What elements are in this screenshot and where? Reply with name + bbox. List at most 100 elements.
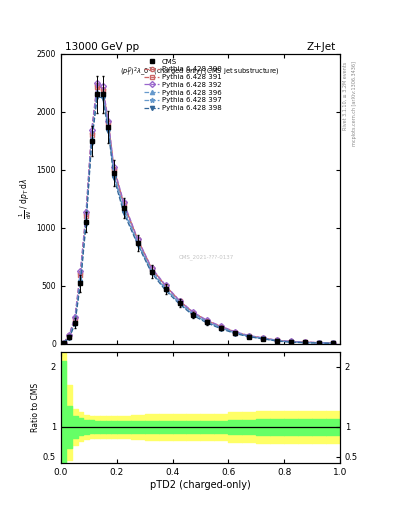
Line: Pythia 6.428 390: Pythia 6.428 390 <box>62 83 335 345</box>
Pythia 6.428 397 <box>101 93 105 99</box>
Pythia 6.428 392 <box>233 329 238 335</box>
Pythia 6.428 396 <box>261 335 266 342</box>
Pythia 6.428 396 <box>106 124 111 130</box>
Legend: CMS, Pythia 6.428 390, Pythia 6.428 391, Pythia 6.428 392, Pythia 6.428 396, Pyt: CMS, Pythia 6.428 390, Pythia 6.428 391,… <box>141 56 224 114</box>
Pythia 6.428 398 <box>247 334 252 340</box>
Text: Z+Jet: Z+Jet <box>307 42 336 52</box>
Pythia 6.428 397 <box>78 278 83 284</box>
Pythia 6.428 398 <box>61 340 66 347</box>
Pythia 6.428 391 <box>67 333 72 339</box>
Pythia 6.428 397 <box>317 340 321 346</box>
Pythia 6.428 398 <box>84 221 88 227</box>
Pythia 6.428 392 <box>317 339 321 346</box>
Pythia 6.428 391 <box>135 237 140 243</box>
Pythia 6.428 391 <box>205 318 210 324</box>
Pythia 6.428 390 <box>84 211 88 217</box>
Pythia 6.428 398 <box>106 129 111 135</box>
Pythia 6.428 392 <box>331 340 335 346</box>
Text: Rivet 3.1.10, ≥ 3.2M events: Rivet 3.1.10, ≥ 3.2M events <box>343 61 348 130</box>
Pythia 6.428 392 <box>101 83 105 89</box>
Pythia 6.428 396 <box>177 299 182 305</box>
Pythia 6.428 398 <box>121 209 126 216</box>
Pythia 6.428 397 <box>135 240 140 246</box>
Pythia 6.428 392 <box>205 317 210 324</box>
Pythia 6.428 398 <box>177 301 182 307</box>
Pythia 6.428 398 <box>289 339 294 346</box>
Pythia 6.428 390 <box>177 298 182 304</box>
Pythia 6.428 398 <box>191 313 196 319</box>
Pythia 6.428 391 <box>121 202 126 208</box>
X-axis label: pTD2 (charged-only): pTD2 (charged-only) <box>150 480 251 490</box>
Pythia 6.428 396 <box>121 205 126 211</box>
Pythia 6.428 397 <box>163 286 168 292</box>
Pythia 6.428 390 <box>112 165 116 172</box>
Text: mcplots.cern.ch [arXiv:1306.3436]: mcplots.cern.ch [arXiv:1306.3436] <box>352 61 357 146</box>
Pythia 6.428 390 <box>78 270 83 276</box>
Pythia 6.428 391 <box>303 339 307 346</box>
Pythia 6.428 392 <box>163 282 168 288</box>
Pythia 6.428 390 <box>163 283 168 289</box>
Pythia 6.428 396 <box>73 318 77 325</box>
Pythia 6.428 391 <box>331 340 335 346</box>
Pythia 6.428 390 <box>289 338 294 345</box>
Pythia 6.428 391 <box>275 337 279 344</box>
Pythia 6.428 396 <box>112 170 116 176</box>
Pythia 6.428 398 <box>303 339 307 346</box>
Line: Pythia 6.428 397: Pythia 6.428 397 <box>62 92 335 346</box>
Pythia 6.428 397 <box>149 269 154 275</box>
Pythia 6.428 397 <box>89 138 94 144</box>
Pythia 6.428 396 <box>84 217 88 223</box>
Pythia 6.428 397 <box>95 91 99 97</box>
Pythia 6.428 398 <box>112 175 116 181</box>
Pythia 6.428 392 <box>84 208 88 215</box>
Text: CMS_2021-???-0137: CMS_2021-???-0137 <box>178 254 233 260</box>
Pythia 6.428 391 <box>191 310 196 316</box>
Line: Pythia 6.428 392: Pythia 6.428 392 <box>62 81 335 345</box>
Pythia 6.428 396 <box>149 268 154 274</box>
Pythia 6.428 396 <box>205 318 210 325</box>
Pythia 6.428 390 <box>95 82 99 88</box>
Pythia 6.428 391 <box>219 324 224 330</box>
Pythia 6.428 392 <box>89 127 94 134</box>
Pythia 6.428 390 <box>331 340 335 346</box>
Pythia 6.428 396 <box>275 337 279 344</box>
Pythia 6.428 392 <box>78 268 83 274</box>
Pythia 6.428 390 <box>135 237 140 243</box>
Pythia 6.428 397 <box>261 335 266 342</box>
Pythia 6.428 397 <box>67 334 72 340</box>
Pythia 6.428 397 <box>61 340 66 347</box>
Pythia 6.428 390 <box>317 339 321 346</box>
Pythia 6.428 390 <box>205 318 210 324</box>
Pythia 6.428 390 <box>61 340 66 346</box>
Pythia 6.428 398 <box>149 270 154 276</box>
Pythia 6.428 390 <box>67 332 72 338</box>
Pythia 6.428 391 <box>177 298 182 304</box>
Pythia 6.428 391 <box>261 335 266 342</box>
Pythia 6.428 392 <box>95 80 99 86</box>
Pythia 6.428 391 <box>106 120 111 126</box>
Pythia 6.428 397 <box>106 126 111 132</box>
Line: Pythia 6.428 391: Pythia 6.428 391 <box>62 86 335 345</box>
Pythia 6.428 398 <box>89 140 94 146</box>
Pythia 6.428 390 <box>233 329 238 335</box>
Pythia 6.428 397 <box>177 300 182 306</box>
Pythia 6.428 391 <box>247 333 252 339</box>
Pythia 6.428 396 <box>135 239 140 245</box>
Pythia 6.428 391 <box>289 338 294 345</box>
Pythia 6.428 397 <box>121 207 126 214</box>
Pythia 6.428 392 <box>191 309 196 315</box>
Pythia 6.428 398 <box>135 242 140 248</box>
Pythia 6.428 398 <box>73 321 77 327</box>
Pythia 6.428 398 <box>101 95 105 101</box>
Pythia 6.428 396 <box>289 339 294 345</box>
Pythia 6.428 397 <box>289 339 294 345</box>
Pythia 6.428 397 <box>205 319 210 326</box>
Pythia 6.428 397 <box>303 339 307 346</box>
Pythia 6.428 391 <box>73 316 77 323</box>
Pythia 6.428 397 <box>84 219 88 225</box>
Pythia 6.428 398 <box>67 335 72 341</box>
Pythia 6.428 392 <box>112 164 116 170</box>
Pythia 6.428 391 <box>149 266 154 272</box>
Pythia 6.428 396 <box>191 311 196 317</box>
Pythia 6.428 398 <box>95 94 99 100</box>
